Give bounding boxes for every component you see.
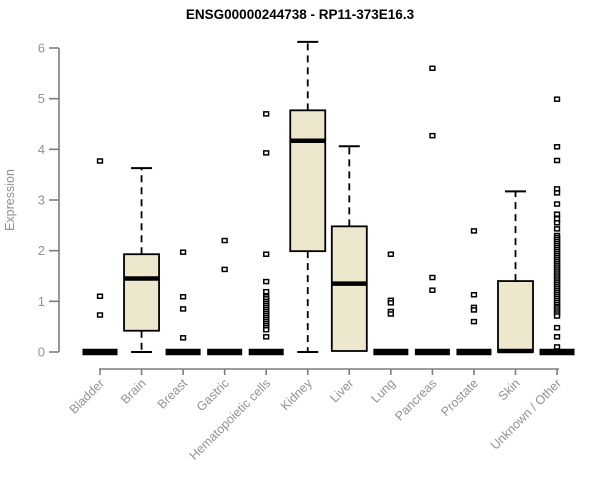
outlier-point — [96, 293, 104, 300]
outlier-point — [263, 278, 270, 285]
x-category-label: Bladder — [67, 376, 107, 416]
outlier-point — [263, 111, 270, 117]
outlier-point — [553, 324, 561, 331]
outlier-point — [179, 249, 187, 255]
y-tick-label: 0 — [38, 345, 45, 360]
outlier-point — [553, 334, 561, 340]
outlier-point — [387, 251, 395, 257]
outlier-point — [387, 311, 395, 317]
outlier-point — [429, 65, 436, 72]
outlier-point — [553, 96, 561, 102]
outlier-point — [263, 334, 270, 340]
outlier-point — [263, 288, 270, 295]
y-tick-label: 4 — [38, 142, 45, 157]
outlier-point — [553, 201, 561, 207]
outlier-point — [553, 144, 561, 150]
outlier-point — [179, 335, 187, 341]
y-tick-label: 3 — [38, 193, 45, 208]
outlier-point — [470, 307, 478, 313]
boxplot-brain — [123, 167, 160, 353]
box — [330, 225, 368, 352]
box — [497, 280, 534, 353]
outlier-point — [263, 150, 270, 156]
outlier-point — [263, 251, 270, 257]
boxplot-liver — [330, 145, 368, 352]
outlier-point — [96, 158, 104, 164]
outlier-point — [470, 228, 478, 234]
y-axis-label: Expression — [3, 169, 17, 231]
collapsed-box — [248, 348, 284, 356]
outlier-point — [553, 157, 561, 164]
outlier-point — [96, 312, 104, 318]
boxplot-unknown-other — [539, 96, 575, 356]
x-category-label: Prostate — [438, 376, 481, 419]
x-category-label: Liver — [327, 376, 356, 405]
boxplot-prostate — [456, 228, 492, 356]
box — [123, 253, 160, 332]
chart-title: ENSG00000244738 - RP11-373E16.3 — [186, 7, 415, 22]
outlier-point — [221, 237, 228, 244]
plot-area — [82, 40, 575, 356]
boxplot-breast — [165, 249, 201, 356]
boxplot-lung — [373, 251, 409, 356]
y-tick-label: 2 — [38, 243, 45, 258]
outlier-point — [179, 306, 187, 312]
boxplot-kidney — [289, 40, 327, 353]
boxplot-gastric — [207, 237, 243, 356]
collapsed-box — [456, 348, 492, 356]
outlier-point — [470, 291, 478, 298]
x-category-label: Kidney — [278, 376, 315, 413]
outlier-point — [263, 326, 270, 333]
x-category-label: Gastric — [194, 376, 232, 414]
outlier-point — [553, 313, 561, 319]
boxplot-pancreas — [414, 65, 450, 356]
boxplot-bladder — [82, 158, 118, 356]
boxplot-skin — [497, 190, 534, 354]
x-category-label: Skin — [496, 376, 523, 403]
outlier-point — [429, 274, 436, 281]
y-axis: 0 1 2 3 4 5 6 — [38, 41, 60, 360]
outlier-point — [429, 287, 436, 293]
y-tick-label: 1 — [38, 294, 45, 309]
outlier-point — [387, 300, 395, 306]
outlier-point — [553, 344, 561, 350]
collapsed-box — [165, 348, 201, 356]
outlier-point — [429, 132, 436, 139]
y-tick-label: 5 — [38, 91, 45, 106]
x-category-label: Brain — [118, 376, 149, 407]
outlier-point — [553, 190, 561, 196]
x-category-label: Pancreas — [392, 376, 439, 423]
outlier-point — [553, 226, 561, 232]
box — [289, 109, 327, 253]
collapsed-box — [414, 348, 450, 356]
collapsed-box — [539, 348, 575, 356]
x-category-label: Unknown / Other — [488, 376, 564, 452]
outlier-point — [553, 220, 561, 226]
x-category-label: Hematopoietic cells — [187, 376, 274, 463]
collapsed-box — [82, 348, 118, 356]
boxplot-hematopoietic-cells — [248, 111, 284, 356]
collapsed-box — [207, 348, 243, 356]
y-tick-label: 6 — [38, 41, 45, 56]
outlier-point — [179, 294, 187, 300]
outlier-point — [470, 318, 478, 325]
x-category-label: Breast — [155, 376, 191, 412]
collapsed-box — [373, 348, 409, 356]
outlier-point — [553, 211, 561, 217]
outlier-point — [221, 266, 228, 273]
x-category-label: Lung — [368, 376, 398, 406]
